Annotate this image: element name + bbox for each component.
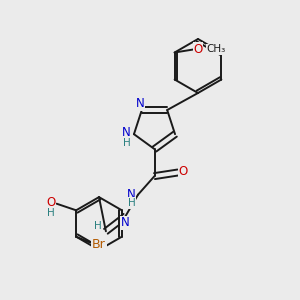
Text: N: N <box>122 126 131 139</box>
Text: H: H <box>128 198 135 208</box>
Text: O: O <box>46 196 55 209</box>
Text: N: N <box>127 188 136 201</box>
Text: Br: Br <box>92 238 106 251</box>
Text: N: N <box>121 216 130 230</box>
Text: N: N <box>136 97 144 110</box>
Text: H: H <box>47 208 55 218</box>
Text: H: H <box>94 221 101 231</box>
Text: O: O <box>179 165 188 178</box>
Text: CH₃: CH₃ <box>206 44 226 55</box>
Text: H: H <box>123 138 130 148</box>
Text: O: O <box>194 43 202 56</box>
